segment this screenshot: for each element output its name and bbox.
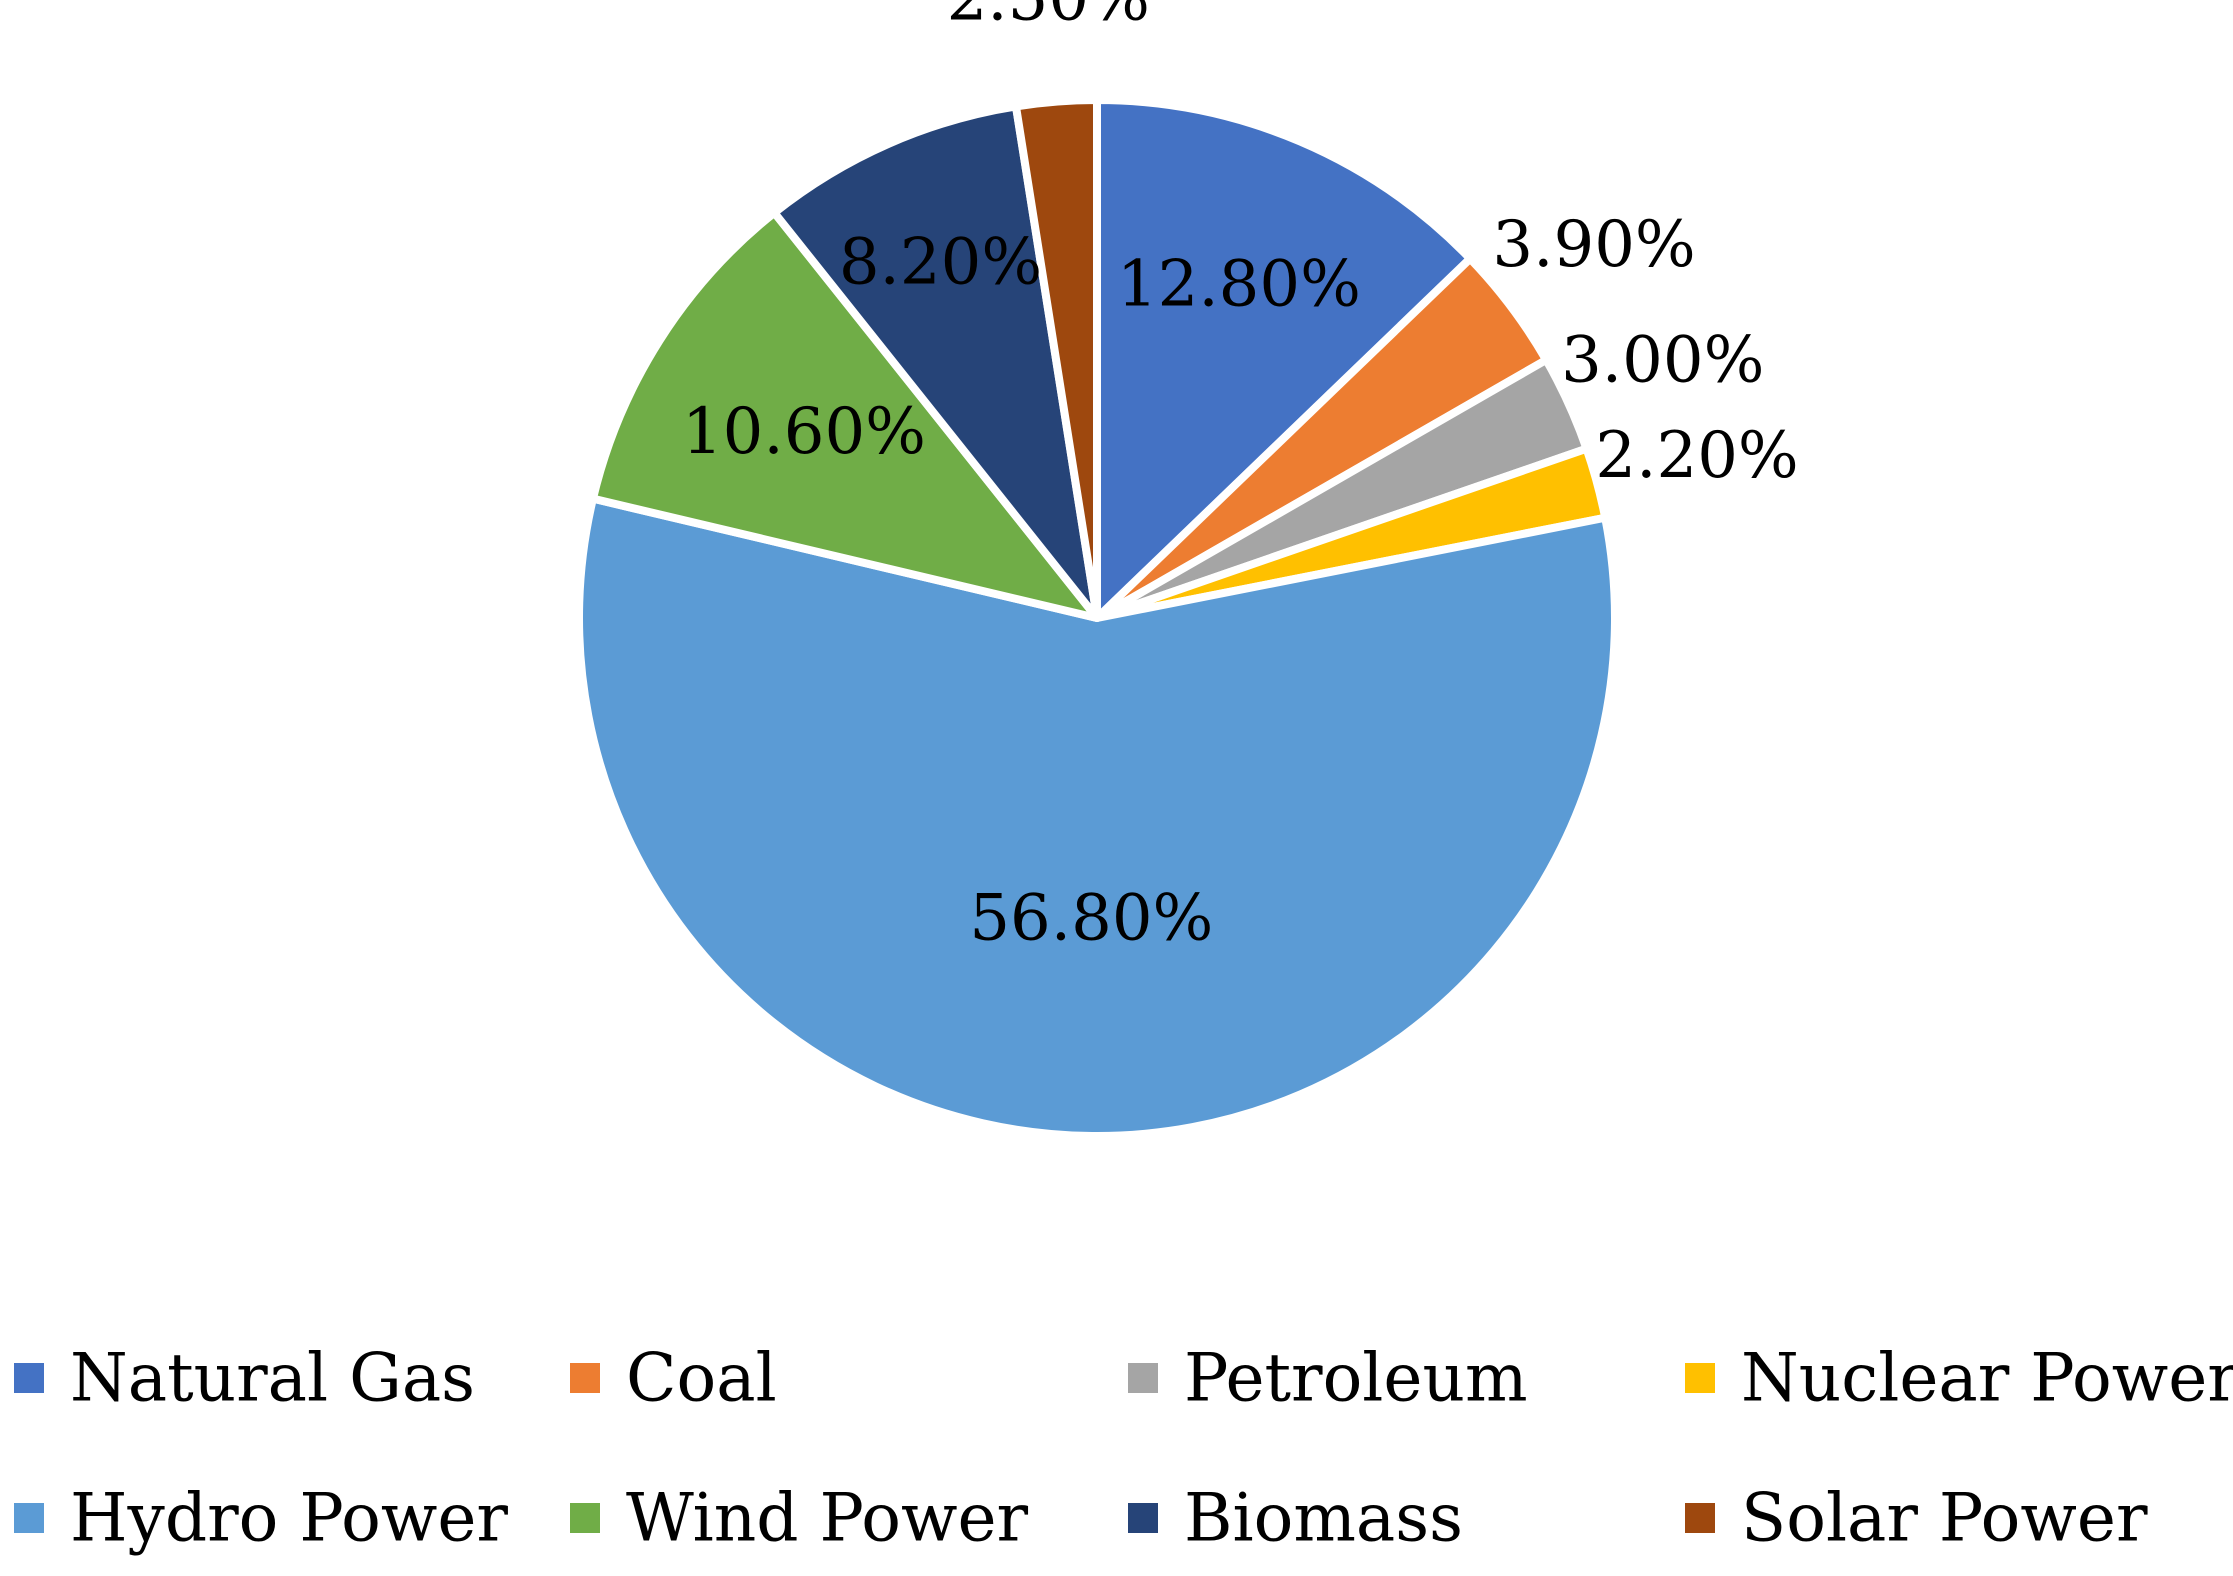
legend-swatch-coal (570, 1363, 600, 1393)
data-labels: 12.80% 3.90% 3.00% 2.20% 56.80% 10.60% 8.20% 2.… (682, 0, 1799, 955)
data-label-nuclear-power: 2.20% (1595, 419, 1798, 493)
legend-swatch-solar-power (1685, 1503, 1715, 1533)
data-label-biomass: 8.20% (839, 225, 1042, 299)
pie-slices (575, 96, 1619, 1140)
pie-slice-solar-power (1011, 96, 1101, 622)
legend-label-nuclear-power: Nuclear Power (1741, 1340, 2233, 1417)
data-label-hydro-power: 56.80% (969, 881, 1213, 955)
legend-label-coal: Coal (626, 1340, 777, 1417)
legend-label-natural-gas: Natural Gas (70, 1340, 475, 1417)
data-label-natural-gas: 12.80% (1117, 247, 1361, 321)
legend-label-wind-power: Wind Power (626, 1480, 1029, 1557)
data-label-wind-power: 10.60% (682, 395, 926, 469)
pie-slice-biomass (770, 102, 1101, 622)
legend-item-wind-power: Wind Power (570, 1480, 1029, 1557)
legend-swatch-natural-gas (14, 1363, 44, 1393)
legend-item-petroleum: Petroleum (1128, 1340, 1528, 1417)
legend-label-hydro-power: Hydro Power (70, 1480, 508, 1557)
legend-swatch-nuclear-power (1685, 1363, 1715, 1393)
data-label-petroleum: 3.00% (1561, 323, 1764, 397)
legend-item-hydro-power: Hydro Power (14, 1480, 508, 1557)
legend-item-solar-power: Solar Power (1685, 1480, 2148, 1557)
pie-slice-hydro-power (575, 494, 1619, 1140)
legend-swatch-hydro-power (14, 1503, 44, 1533)
legend-item-biomass: Biomass (1128, 1480, 1463, 1557)
data-label-coal: 3.90% (1492, 208, 1695, 282)
data-label-solar-power: 2.50% (947, 0, 1150, 35)
legend-item-coal: Coal (570, 1340, 777, 1417)
legend-swatch-petroleum (1128, 1363, 1158, 1393)
legend-label-solar-power: Solar Power (1741, 1480, 2148, 1557)
legend-item-nuclear-power: Nuclear Power (1685, 1340, 2233, 1417)
pie-slice-natural-gas (1093, 96, 1475, 622)
legend-item-natural-gas: Natural Gas (14, 1340, 475, 1417)
legend-label-biomass: Biomass (1184, 1480, 1463, 1557)
legend: Natural Gas Coal Petroleum Nuclear Power Hyd… (14, 1340, 2233, 1557)
legend-swatch-biomass (1128, 1503, 1158, 1533)
pie-slice-wind-power (588, 208, 1101, 622)
legend-label-petroleum: Petroleum (1184, 1340, 1528, 1417)
legend-swatch-wind-power (570, 1503, 600, 1533)
